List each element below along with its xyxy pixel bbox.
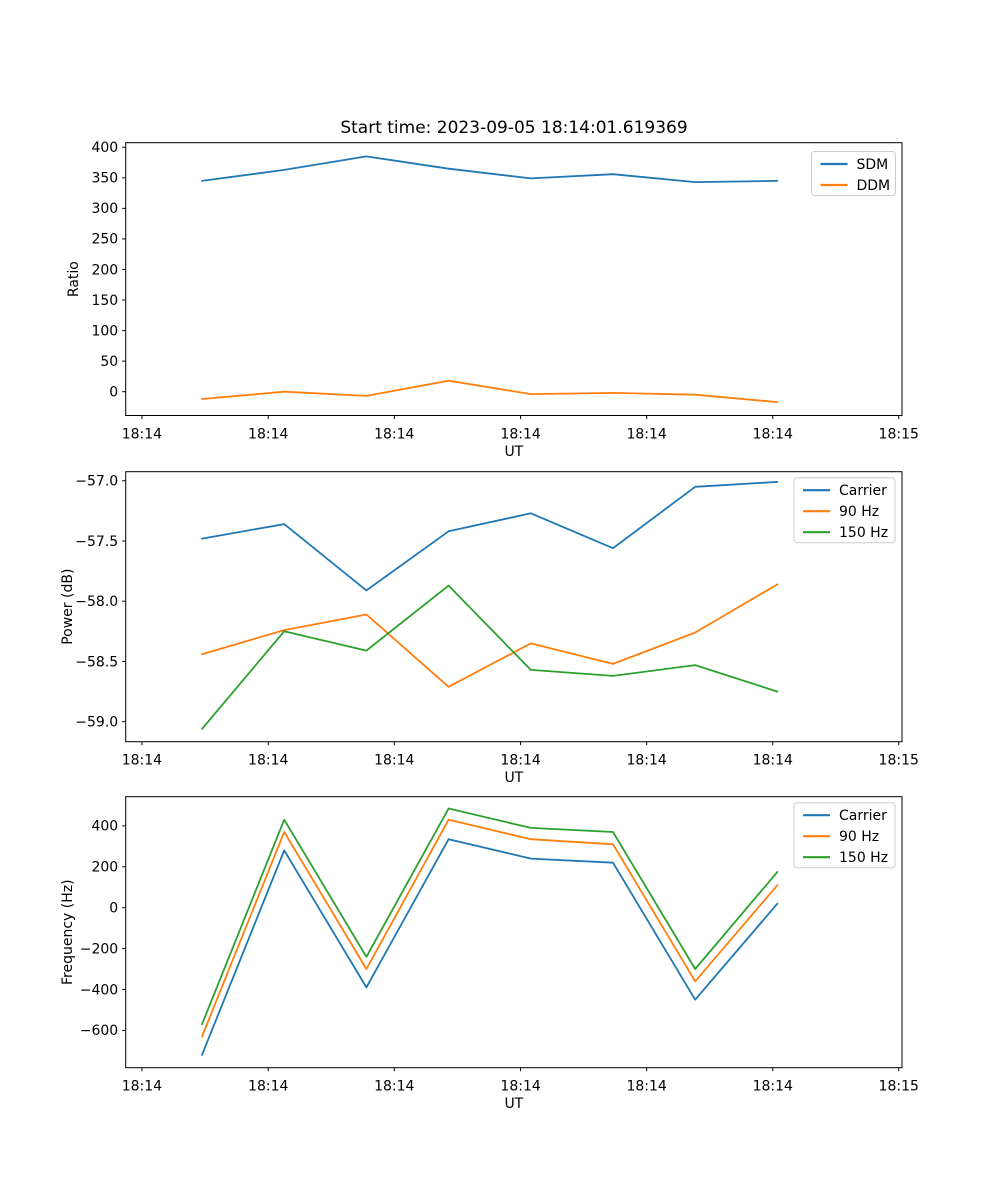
legend-label: Carrier <box>839 483 887 499</box>
x-tick-label: 18:15 <box>879 1079 919 1095</box>
legend-label: Carrier <box>839 808 887 824</box>
axes-frame <box>125 796 903 1069</box>
y-axis-label: Power (dB) <box>60 569 76 645</box>
y-axis: −600 −400 −200 0 200 400 <box>80 819 126 1039</box>
y-axis-label: Frequency (Hz) <box>60 879 76 985</box>
x-axis-label: UT <box>504 1096 523 1112</box>
legend-label: DDM <box>857 178 891 194</box>
legend: SDM DDM <box>811 151 896 196</box>
y-axis: −59.0 −58.5 −58.0 −57.5 −57.0 <box>75 474 126 731</box>
series-line-150-hz <box>201 807 779 1026</box>
y-tick-label: 0 <box>109 384 118 400</box>
y-tick-label: 150 <box>91 293 118 309</box>
x-tick-label: 18:14 <box>753 427 793 443</box>
y-axis: 0 50 100 150 200 250 300 350 400 <box>91 140 126 400</box>
x-tick-label: 18:14 <box>374 753 414 769</box>
axes-frame <box>125 142 903 416</box>
legend-box <box>793 477 896 544</box>
legend-label: 150 Hz <box>839 525 888 541</box>
x-tick-label: 18:14 <box>500 753 540 769</box>
y-tick-label: 400 <box>91 140 118 156</box>
x-axis: 18:14 18:14 18:14 18:14 18:14 18:14 18:15 <box>122 1067 919 1095</box>
series-line-150-hz <box>201 584 779 730</box>
figure-title: Start time: 2023-09-05 18:14:01.619369 <box>340 118 688 138</box>
y-tick-label: −57.0 <box>75 474 118 490</box>
y-tick-label: −59.0 <box>75 715 118 731</box>
series-line-carrier <box>201 838 779 1056</box>
x-tick-label: 18:14 <box>753 753 793 769</box>
x-tick-label: 18:14 <box>753 1079 793 1095</box>
y-tick-label: −58.0 <box>75 594 118 610</box>
y-tick-label: 0 <box>109 900 118 916</box>
y-tick-label: 100 <box>91 323 118 339</box>
x-axis-label: UT <box>504 444 523 460</box>
y-tick-label: 200 <box>91 860 118 876</box>
x-axis-label: UT <box>504 770 523 786</box>
y-tick-label: −57.5 <box>75 534 118 550</box>
y-tick-label: 350 <box>91 171 118 187</box>
series-line-90-hz <box>201 818 779 1038</box>
y-tick-label: −200 <box>80 941 118 957</box>
x-tick-label: 18:15 <box>879 753 919 769</box>
legend: Carrier 90 Hz 150 Hz <box>793 477 896 544</box>
series-line-carrier <box>201 480 779 592</box>
x-tick-label: 18:14 <box>626 427 666 443</box>
series-line-ddm <box>201 379 779 404</box>
subplot-2: −59.0−58.5−58.0−57.5−57.018:14 18:14 18:14… <box>60 471 919 786</box>
y-tick-label: −600 <box>80 1023 118 1039</box>
legend-label: 150 Hz <box>839 850 888 866</box>
legend-label: SDM <box>857 157 889 173</box>
x-tick-label: 18:14 <box>248 753 288 769</box>
x-tick-label: 18:14 <box>500 427 540 443</box>
y-tick-label: −58.5 <box>75 654 118 670</box>
x-tick-label: 18:15 <box>879 427 919 443</box>
x-axis: 18:14 18:14 18:14 18:14 18:14 18:14 18:15 <box>122 741 919 769</box>
x-tick-label: 18:14 <box>122 753 162 769</box>
x-tick-label: 18:14 <box>500 1079 540 1095</box>
x-tick-label: 18:14 <box>374 1079 414 1095</box>
y-tick-label: 200 <box>91 262 118 278</box>
x-tick-label: 18:14 <box>626 1079 666 1095</box>
x-tick-label: 18:14 <box>248 1079 288 1095</box>
x-tick-label: 18:14 <box>122 1079 162 1095</box>
legend: Carrier 90 Hz 150 Hz <box>793 802 896 869</box>
axes-frame <box>125 471 903 743</box>
series-line-sdm <box>201 155 779 184</box>
x-tick-label: 18:14 <box>122 427 162 443</box>
legend-label: 90 Hz <box>839 504 879 520</box>
y-tick-label: −400 <box>80 982 118 998</box>
series-line-90-hz <box>201 583 779 688</box>
y-tick-label: 300 <box>91 201 118 217</box>
y-tick-label: 50 <box>100 354 118 370</box>
y-axis-label: Ratio <box>66 261 82 297</box>
legend-box <box>793 802 896 869</box>
x-tick-label: 18:14 <box>626 753 666 769</box>
y-tick-label: 250 <box>91 232 118 248</box>
x-tick-label: 18:14 <box>248 427 288 443</box>
x-axis: 18:14 18:14 18:14 18:14 18:14 18:14 18:15 <box>122 415 919 443</box>
legend-label: 90 Hz <box>839 829 879 845</box>
y-tick-label: 400 <box>91 819 118 835</box>
x-tick-label: 18:14 <box>374 427 414 443</box>
